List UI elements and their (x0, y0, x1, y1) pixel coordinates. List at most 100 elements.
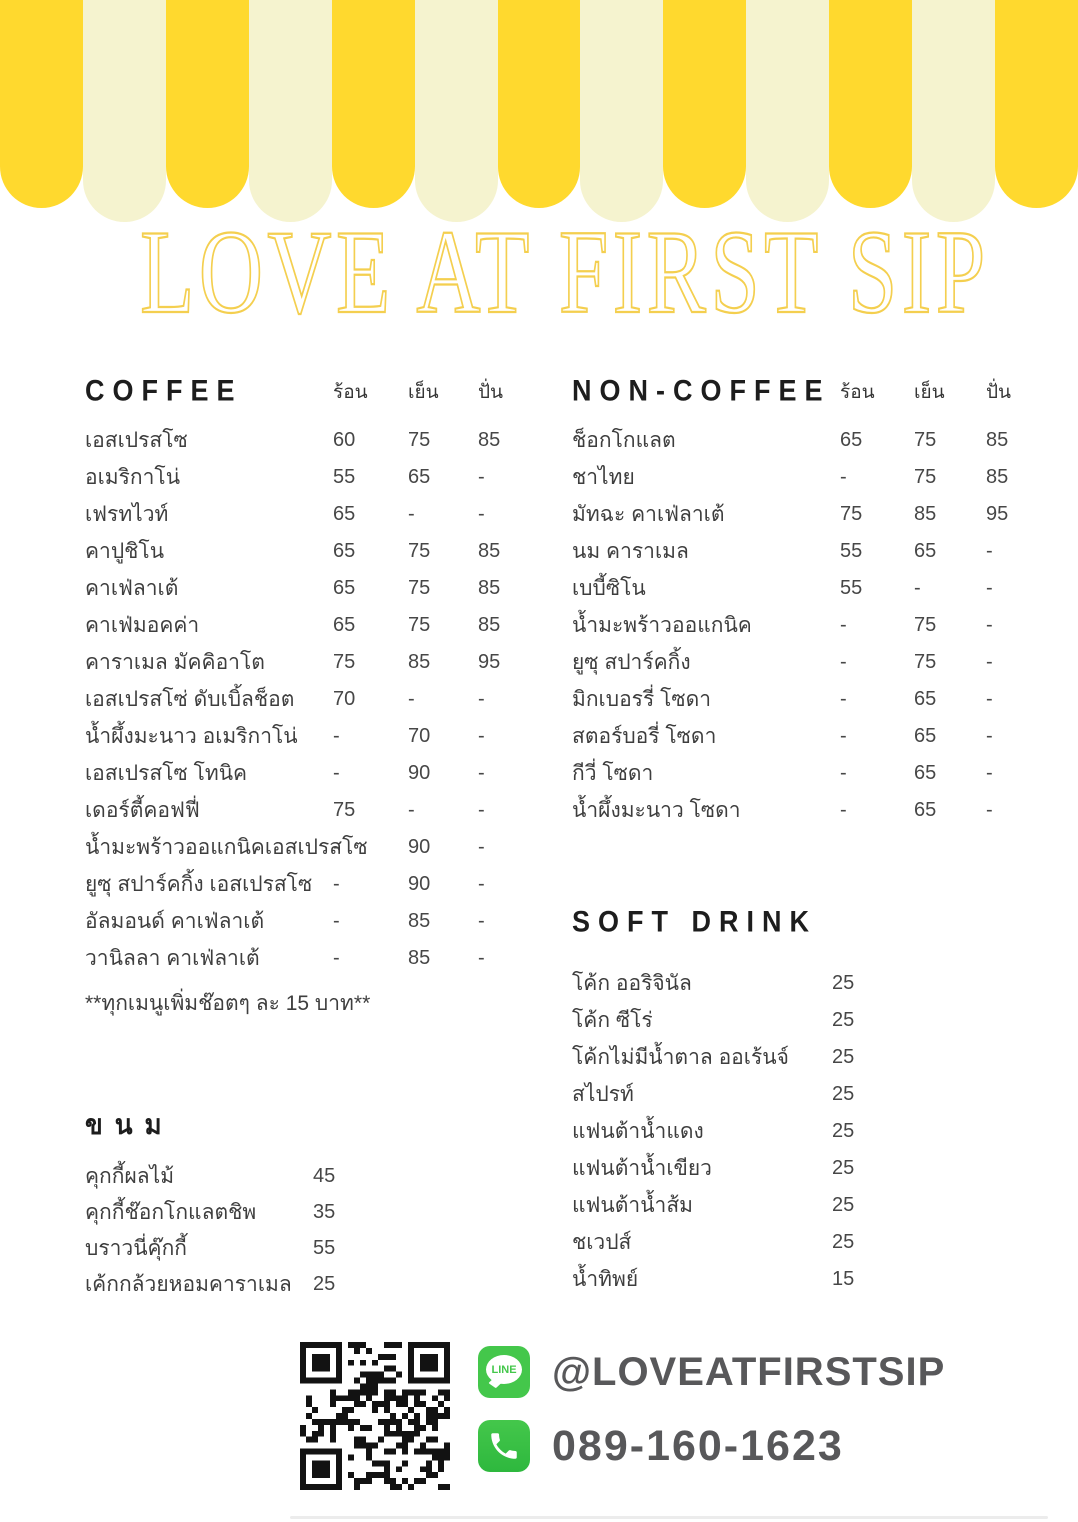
menu-item-row: เค้กกล้วยหอมคาราเมล 25 (85, 1266, 537, 1302)
column-header-blended: ปั่น (478, 382, 504, 403)
menu-item-row: กีวี่ โซดา - 65 - (572, 755, 1022, 792)
item-price: 35 (313, 1200, 336, 1223)
menu-item-row: โค้ก ออริจินัล 25 (572, 965, 1022, 1002)
item-name: ชเวปส์ (572, 1231, 632, 1254)
column-header-hot: ร้อน (333, 382, 368, 403)
price-iced: 75 (914, 429, 937, 451)
line-id-text: @LOVEATFIRSTSIP (552, 1349, 946, 1394)
price-iced: - (914, 577, 921, 599)
item-price: 25 (832, 1120, 855, 1142)
price-iced: 65 (914, 799, 937, 821)
price-hot: 65 (333, 577, 356, 599)
price-hot: - (840, 651, 847, 673)
menu-item-row: คาราเมล มัคคิอาโต 75 85 95 (85, 644, 537, 681)
awning-stripe (912, 0, 996, 222)
item-name: อัลมอนด์ คาเฟ่ลาเต้ (85, 910, 265, 933)
item-name: ยูซุ สปาร์คกิ้ง เอสเปรสโซ (85, 873, 313, 896)
menu-item-row: น้ำผึ้งมะนาว อเมริกาโน่ - 70 - (85, 718, 537, 755)
menu-item-row: เฟรทไวท์ 65 - - (85, 496, 537, 533)
price-iced: - (408, 799, 415, 821)
dessert-item-list: คุกกี้ผลไม้ 45 คุกกี้ช๊อกโกแลตชิพ 35 บรา… (85, 1158, 537, 1302)
price-blended: 95 (986, 503, 1009, 525)
item-name: เดอร์ตี้คอฟฟี่ (85, 799, 200, 822)
price-blended: 85 (478, 540, 501, 562)
price-iced: 65 (408, 466, 431, 488)
item-price: 25 (832, 1231, 855, 1253)
item-name: คุกกี้ผลไม้ (85, 1164, 175, 1188)
price-hot: 75 (333, 799, 356, 821)
awning-stripe (0, 0, 83, 208)
coffee-item-list: เอสเปรสโซ 60 75 85 อเมริกาโน่ 55 65 - เฟ… (85, 422, 537, 977)
section-header-soft-drink: SOFT DRINK (572, 905, 817, 938)
price-hot: 60 (333, 429, 356, 451)
item-price: 25 (313, 1272, 336, 1295)
menu-item-row: มัทฉะ คาเฟ่ลาเต้ 75 85 95 (572, 496, 1022, 533)
dessert-section: ขนม คุกกี้ผลไม้ 45 คุกกี้ช๊อกโกแลตชิพ 35… (85, 1106, 537, 1302)
price-hot: 75 (840, 503, 863, 525)
menu-item-row: สตอร์บอรี่ โซดา - 65 - (572, 718, 1022, 755)
price-hot: - (333, 910, 340, 932)
item-name: น้ำมะพร้าวออแกนิค (572, 614, 752, 637)
item-name: คาปูชิโน (85, 540, 165, 563)
price-iced: 65 (914, 725, 937, 747)
item-name: บราวนี่คุ๊กกี้ (85, 1236, 188, 1260)
price-blended: - (986, 725, 993, 747)
item-name: คุกกี้ช๊อกโกแลตชิพ (85, 1200, 257, 1224)
item-name: สตอร์บอรี่ โซดา (572, 725, 717, 748)
price-blended: - (478, 799, 485, 821)
shop-title: LOVE AT FIRST SIP (139, 205, 990, 338)
item-name: น้ำผึ้งมะนาว อเมริกาโน่ (85, 725, 298, 748)
price-hot: - (333, 873, 340, 895)
menu-item-row: เอสเปรสโซ โทนิค - 90 - (85, 755, 537, 792)
awning-stripe (746, 0, 830, 222)
item-name: เฟรทไวท์ (85, 503, 169, 526)
price-hot: - (840, 762, 847, 784)
price-blended: - (478, 466, 485, 488)
price-blended: - (478, 947, 485, 969)
price-blended: - (478, 762, 485, 784)
menu-item-row: อัลมอนด์ คาเฟ่ลาเต้ - 85 - (85, 903, 537, 940)
menu-item-row: เอสเปรสโซ่ ดับเบิ้ลช็อต 70 - - (85, 681, 537, 718)
item-price: 25 (832, 972, 855, 994)
item-name: แฟนต้าน้ำแดง (572, 1120, 704, 1143)
menu-item-row: แฟนต้าน้ำส้ม 25 (572, 1187, 1022, 1224)
item-price: 25 (832, 1046, 855, 1068)
non-coffee-item-list: ช็อกโกแลต 65 75 85 ชาไทย - 75 85 มัทฉะ ค… (572, 422, 1022, 829)
menu-item-row: คุกกี้ผลไม้ 45 (85, 1158, 537, 1194)
extra-shot-note: **ทุกเมนูเพิ่มช๊อตๆ ละ 15 บาท** (85, 992, 371, 1015)
price-hot: 65 (333, 614, 356, 636)
menu-item-row: เดอร์ตี้คอฟฟี่ 75 - - (85, 792, 537, 829)
item-name: น้ำทิพย์ (572, 1268, 639, 1291)
price-hot: 55 (840, 577, 863, 599)
price-iced: 70 (408, 725, 431, 747)
item-name: มิกเบอรรี่ โซดา (572, 688, 712, 711)
price-blended: - (986, 651, 993, 673)
price-iced: 85 (408, 947, 431, 969)
awning-stripe (995, 0, 1078, 208)
price-iced: 75 (408, 614, 431, 636)
menu-item-row: ชเวปส์ 25 (572, 1224, 1022, 1261)
menu-item-row: อเมริกาโน่ 55 65 - (85, 459, 537, 496)
menu-item-row: คาเฟ่ลาเต้ 65 75 85 (85, 570, 537, 607)
price-blended: - (986, 762, 993, 784)
phone-number-text: 089-160-1623 (552, 1421, 844, 1470)
awning-stripe (331, 0, 415, 208)
item-name: คาราเมล มัคคิอาโต (85, 651, 265, 674)
menu-item-row: น้ำทิพย์ 15 (572, 1261, 1022, 1298)
price-iced: 75 (914, 466, 937, 488)
price-blended: - (478, 873, 485, 895)
awning-stripe (663, 0, 747, 208)
item-price: 55 (313, 1236, 336, 1259)
price-iced: 90 (408, 762, 431, 784)
price-hot: - (840, 799, 847, 821)
awning-stripe (414, 0, 498, 222)
awning-stripe (165, 0, 249, 208)
section-header-coffee: COFFEE (85, 374, 243, 407)
menu-item-row: คาปูชิโน 65 75 85 (85, 533, 537, 570)
line-speech-bubble-icon: LINE (486, 1355, 522, 1384)
item-name: โค้ก ซีโร่ (572, 1009, 653, 1032)
menu-item-row: น้ำมะพร้าวออแกนิค - 75 - (572, 607, 1022, 644)
non-coffee-section: NON-COFFEE ร้อน เย็น ปั่น ช็อกโกแลต 65 7… (572, 372, 1022, 829)
item-name: แฟนต้าน้ำส้ม (572, 1194, 693, 1217)
